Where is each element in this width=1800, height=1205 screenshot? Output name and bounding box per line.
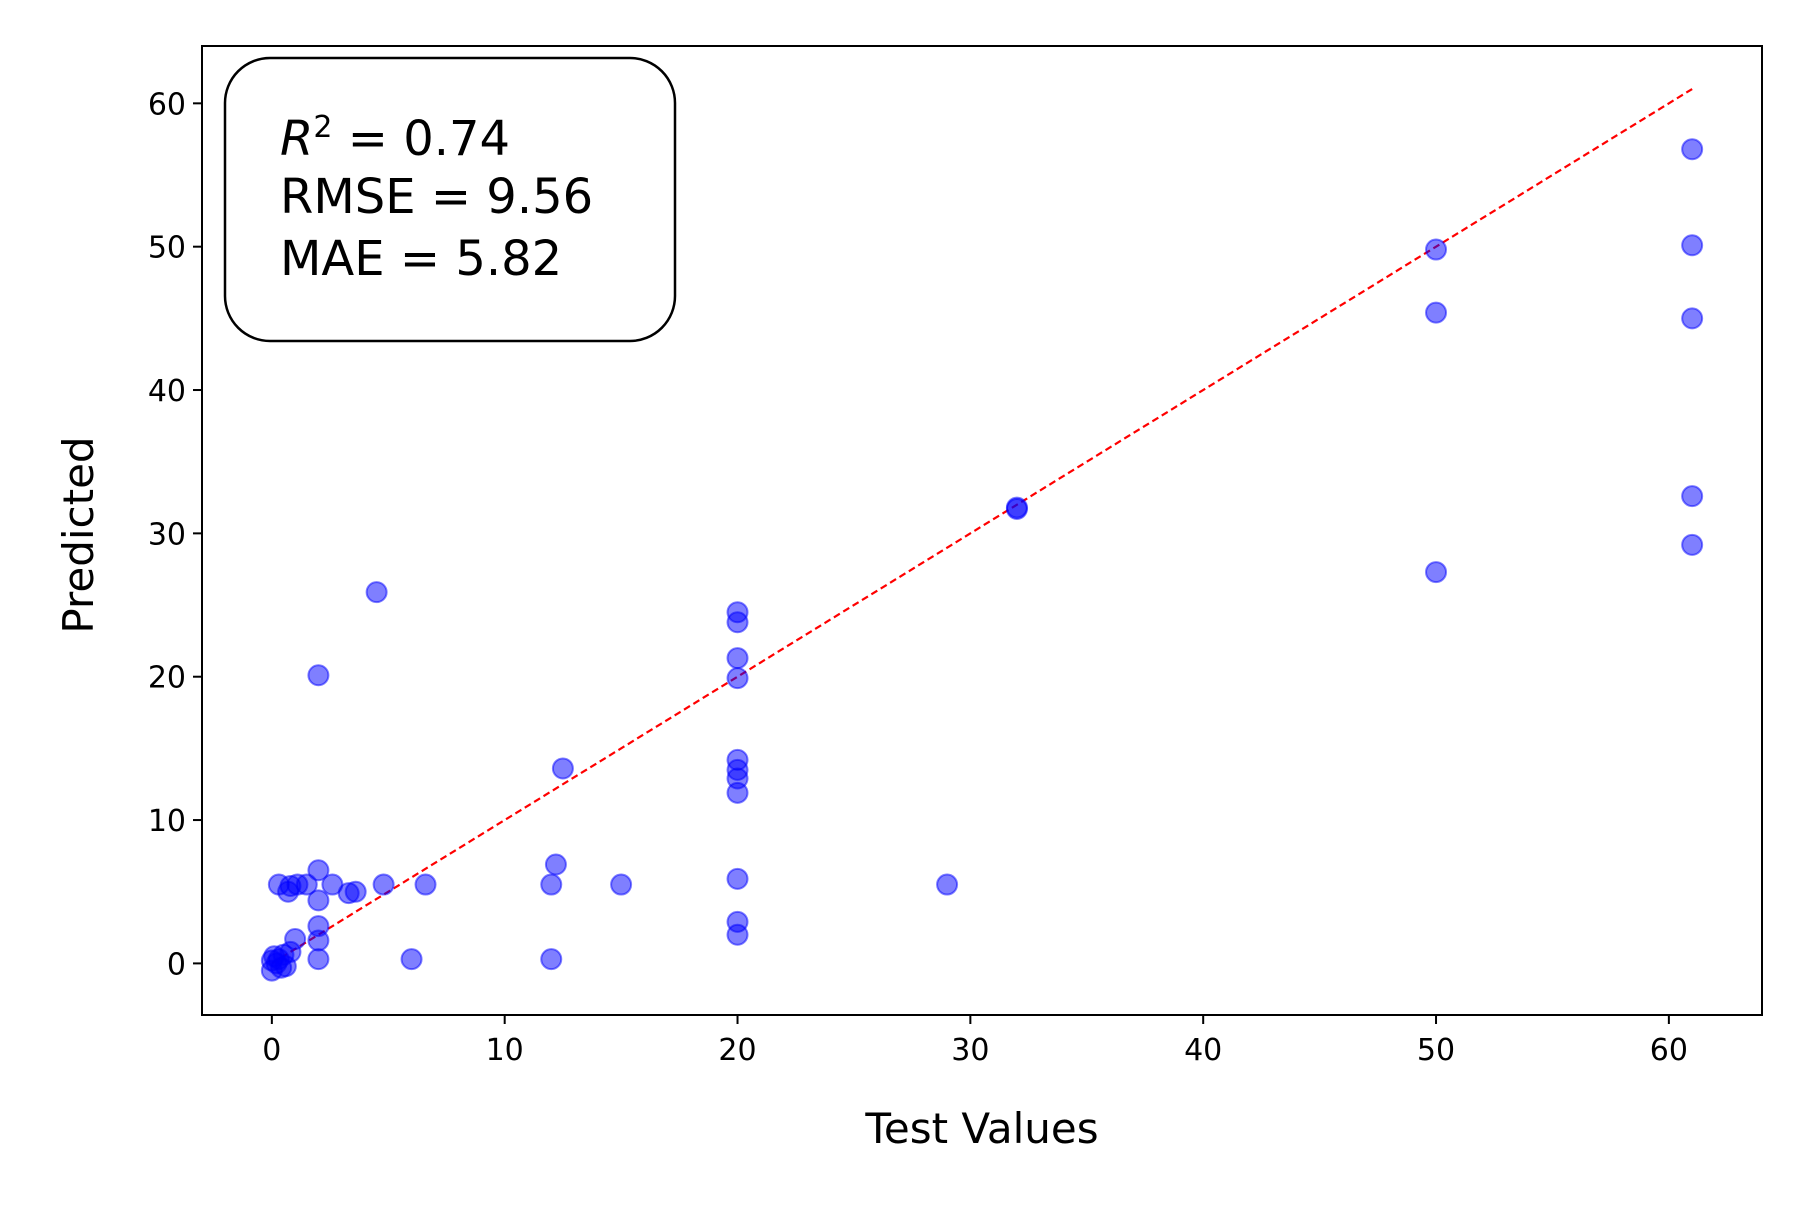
mae-label: MAE = 5.82 [280, 231, 562, 287]
data-point [344, 880, 367, 903]
data-point [1681, 138, 1704, 161]
data-point [1681, 234, 1704, 257]
data-point [544, 853, 567, 876]
data-point [551, 757, 574, 780]
data-point [1425, 301, 1448, 324]
y-tick-label: 30 [148, 517, 186, 552]
y-tick-label: 40 [148, 374, 186, 409]
x-tick-label: 60 [1650, 1033, 1688, 1068]
r2-value: = 0.74 [332, 111, 510, 167]
data-point [1425, 561, 1448, 584]
data-point [307, 948, 330, 971]
data-point [284, 928, 307, 951]
data-point [726, 923, 749, 946]
data-point [307, 889, 330, 912]
data-point [540, 873, 563, 896]
data-point [307, 859, 330, 882]
reference-line [271, 88, 1693, 965]
data-point [400, 948, 423, 971]
data-point [307, 664, 330, 687]
data-point [726, 667, 749, 690]
data-point [365, 581, 388, 604]
y-ticks: 0 10 20 30 40 50 60 [148, 87, 202, 982]
stats-box-border [223, 56, 677, 343]
x-tick-label: 40 [1184, 1033, 1222, 1068]
r2-label: R2 = 0.74 [280, 110, 510, 167]
data-point [307, 929, 330, 952]
data-point [1681, 533, 1704, 556]
r2-exponent: 2 [313, 110, 332, 145]
y-tick-label: 0 [167, 947, 186, 982]
data-point [726, 647, 749, 670]
data-point [726, 781, 749, 804]
y-tick-label: 50 [148, 231, 186, 266]
x-tick-label: 20 [718, 1033, 756, 1068]
points-layer [260, 138, 1704, 982]
rmse-label: RMSE = 9.56 [280, 169, 593, 225]
reference-line-layer [271, 88, 1693, 965]
data-point [540, 948, 563, 971]
y-axis-label: Predicted [54, 436, 103, 633]
data-point [936, 873, 959, 896]
data-point [1681, 307, 1704, 330]
stats-box: R2 = 0.74 RMSE = 9.56 MAE = 5.82 [223, 56, 677, 343]
r2-symbol: R [280, 111, 313, 167]
y-tick-label: 60 [148, 87, 186, 122]
y-tick-label: 10 [148, 804, 186, 839]
data-point [1425, 238, 1448, 261]
data-point [726, 867, 749, 890]
x-tick-label: 0 [262, 1033, 281, 1068]
data-point [295, 873, 318, 896]
plot-frame [201, 45, 1763, 1016]
data-point [372, 873, 395, 896]
data-point [414, 873, 437, 896]
x-tick-label: 10 [486, 1033, 524, 1068]
x-tick-label: 30 [951, 1033, 989, 1068]
x-tick-label: 50 [1417, 1033, 1455, 1068]
data-point [726, 611, 749, 634]
data-point [1681, 485, 1704, 508]
y-tick-label: 20 [148, 661, 186, 696]
data-point [610, 873, 633, 896]
x-axis-label: Test Values [864, 1104, 1098, 1153]
data-point [1005, 497, 1028, 520]
x-ticks: 0 10 20 30 40 50 60 [262, 1015, 1688, 1068]
